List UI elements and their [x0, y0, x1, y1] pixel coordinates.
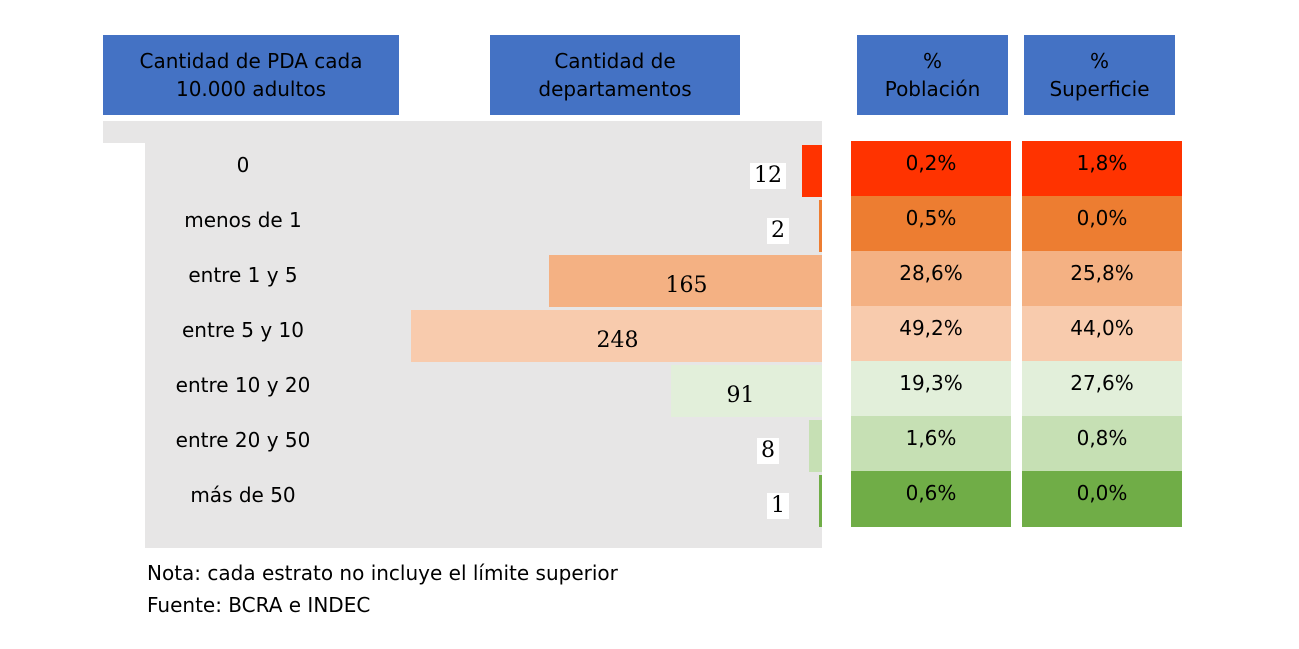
category-label: entre 5 y 10 [182, 318, 304, 342]
header-departamentos: Cantidad de departamentos [490, 35, 740, 115]
note-line: Nota: cada estrato no incluye el límite … [147, 561, 618, 585]
cell-poblacion: 1,6% [851, 416, 1011, 472]
bar [671, 365, 822, 417]
header-poblacion: % Población [857, 35, 1008, 115]
bar [819, 200, 822, 252]
category-label: 0 [236, 153, 250, 177]
header-superficie: % Superficie [1024, 35, 1175, 115]
header-departamentos-label: Cantidad de departamentos [538, 49, 692, 101]
cell-poblacion: 49,2% [851, 306, 1011, 362]
cell-superficie: 0,0% [1022, 471, 1182, 527]
bar-value-label: 12 [750, 163, 786, 189]
bar [809, 420, 822, 472]
chart-panel-top-strip [103, 121, 822, 143]
bar [549, 255, 822, 307]
header-pda-label: Cantidad de PDA cada 10.000 adultos [139, 49, 363, 101]
cell-superficie: 27,6% [1022, 361, 1182, 417]
cell-superficie: 0,8% [1022, 416, 1182, 472]
header-superficie-label: % Superficie [1049, 49, 1150, 101]
category-label: menos de 1 [184, 208, 302, 232]
bar [411, 310, 822, 362]
bar-value-label: 248 [596, 328, 639, 353]
bar-value-label: 165 [665, 273, 708, 298]
bar-value-label: 8 [757, 438, 779, 464]
cell-poblacion: 28,6% [851, 251, 1011, 307]
bar [819, 475, 822, 527]
category-label: más de 50 [190, 483, 296, 507]
bar-value-label: 91 [726, 383, 755, 408]
category-label: entre 20 y 50 [175, 428, 311, 452]
cell-poblacion: 0,2% [851, 141, 1011, 197]
category-label: entre 10 y 20 [175, 373, 311, 397]
cell-poblacion: 0,6% [851, 471, 1011, 527]
cell-poblacion: 19,3% [851, 361, 1011, 417]
header-poblacion-label: % Población [884, 49, 981, 101]
bar-value-label: 2 [767, 218, 789, 244]
cell-superficie: 1,8% [1022, 141, 1182, 197]
header-pda: Cantidad de PDA cada 10.000 adultos [103, 35, 399, 115]
bar [802, 145, 822, 197]
cell-superficie: 25,8% [1022, 251, 1182, 307]
cell-poblacion: 0,5% [851, 196, 1011, 252]
source-line: Fuente: BCRA e INDEC [147, 593, 371, 617]
bar-value-label: 1 [767, 493, 789, 519]
category-label: entre 1 y 5 [188, 263, 298, 287]
cell-superficie: 44,0% [1022, 306, 1182, 362]
cell-superficie: 0,0% [1022, 196, 1182, 252]
